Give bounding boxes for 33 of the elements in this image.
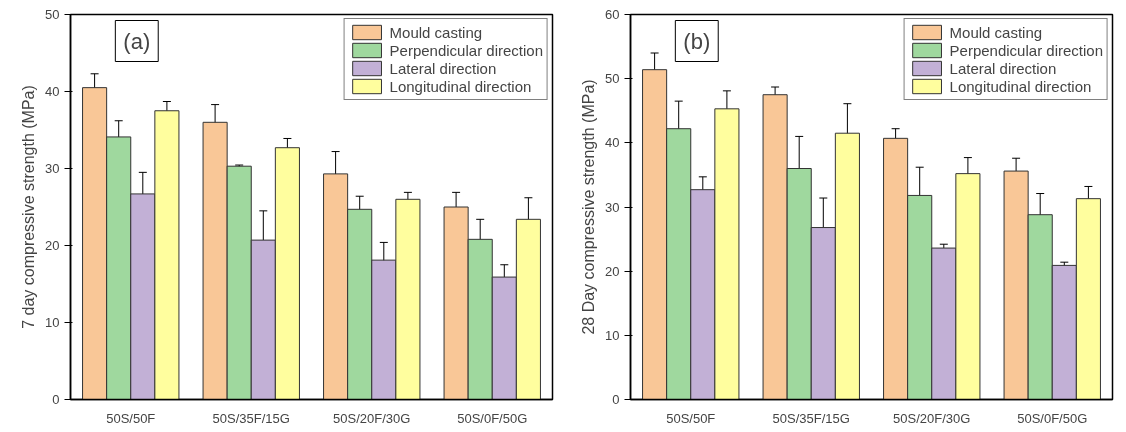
- y-tick-label: 60: [605, 7, 620, 22]
- x-tick-label: 50S/20F/30G: [893, 410, 971, 426]
- x-tick-label: 50S/50F: [666, 410, 716, 426]
- legend-label: Mould casting: [949, 23, 1043, 41]
- y-tick-label: 10: [45, 315, 60, 330]
- legend-label: Perpendicular direction: [389, 41, 543, 59]
- y-tick-label: 0: [52, 392, 60, 407]
- y-axis-title: 28 Day compressive strength (MPa): [580, 79, 598, 335]
- legend-label: Mould casting: [389, 23, 483, 41]
- y-tick-label: 30: [45, 161, 60, 176]
- y-tick-label: 30: [605, 199, 620, 215]
- y-tick-label: 20: [45, 238, 60, 253]
- x-tick-label: 50S/35F/15G: [772, 410, 850, 426]
- y-tick-label: 20: [605, 263, 620, 279]
- x-tick-label: 50S/35F/15G: [212, 410, 290, 426]
- y-tick-label: 50: [45, 7, 60, 22]
- legend-label: Lateral direction: [949, 59, 1057, 77]
- legend-label: Perpendicular direction: [949, 41, 1103, 59]
- legend-label: Lateral direction: [389, 59, 497, 77]
- annotation: (b): [683, 28, 711, 54]
- legend-label: Longitudinal direction: [949, 77, 1092, 95]
- x-tick-label: 50S/20F/30G: [333, 410, 411, 426]
- x-tick-label: 50S/50F: [106, 410, 156, 426]
- legend-label: Longitudinal direction: [389, 77, 532, 95]
- y-tick-label: 50: [605, 71, 620, 87]
- x-tick-label: 50S/0F/50G: [457, 410, 528, 426]
- y-tick-label: 40: [605, 135, 620, 151]
- y-axis-title: 7 day compressive strength (MPa): [20, 85, 38, 329]
- annotation: (a): [123, 28, 151, 54]
- y-tick-label: 40: [45, 84, 60, 99]
- y-tick-label: 0: [612, 392, 620, 407]
- y-tick-label: 10: [605, 327, 620, 343]
- x-tick-label: 50S/0F/50G: [1017, 410, 1088, 426]
